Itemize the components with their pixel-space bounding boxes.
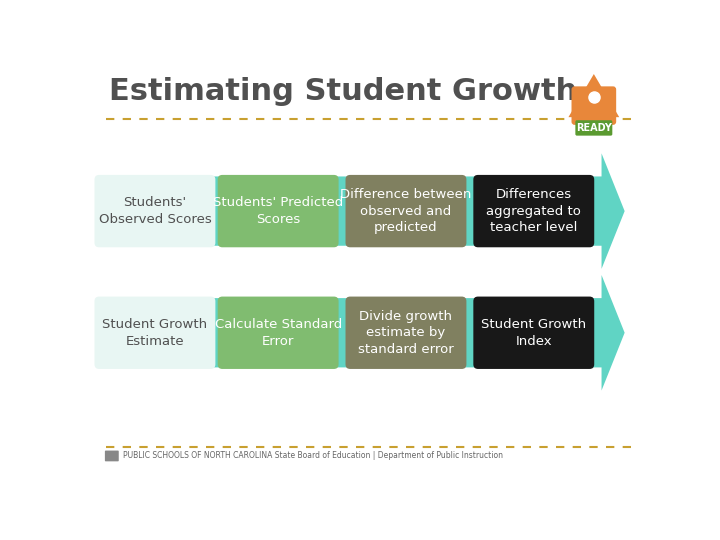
FancyBboxPatch shape (575, 120, 612, 136)
Polygon shape (117, 153, 625, 269)
Text: Students' Predicted
Scores: Students' Predicted Scores (213, 197, 343, 226)
FancyBboxPatch shape (572, 86, 616, 125)
Text: Student Growth
Estimate: Student Growth Estimate (102, 318, 207, 348)
FancyBboxPatch shape (473, 175, 594, 247)
FancyBboxPatch shape (105, 450, 119, 461)
FancyBboxPatch shape (346, 296, 467, 369)
Text: Difference between
observed and
predicted: Difference between observed and predicte… (341, 188, 472, 234)
Text: Calculate Standard
Error: Calculate Standard Error (215, 318, 342, 348)
Text: Students'
Observed Scores: Students' Observed Scores (99, 197, 211, 226)
Text: READY: READY (576, 123, 612, 133)
Polygon shape (117, 275, 625, 390)
FancyBboxPatch shape (473, 296, 594, 369)
FancyBboxPatch shape (346, 175, 467, 247)
Text: Divide growth
estimate by
standard error: Divide growth estimate by standard error (358, 310, 454, 356)
Text: PUBLIC SCHOOLS OF NORTH CAROLINA State Board of Education | Department of Public: PUBLIC SCHOOLS OF NORTH CAROLINA State B… (122, 451, 503, 461)
FancyBboxPatch shape (94, 175, 215, 247)
Text: Student Growth
Index: Student Growth Index (481, 318, 586, 348)
Polygon shape (568, 74, 619, 117)
FancyBboxPatch shape (217, 296, 338, 369)
Text: Differences
aggregated to
teacher level: Differences aggregated to teacher level (486, 188, 581, 234)
FancyBboxPatch shape (217, 175, 338, 247)
FancyBboxPatch shape (94, 296, 215, 369)
Text: Estimating Student Growth: Estimating Student Growth (109, 77, 577, 106)
